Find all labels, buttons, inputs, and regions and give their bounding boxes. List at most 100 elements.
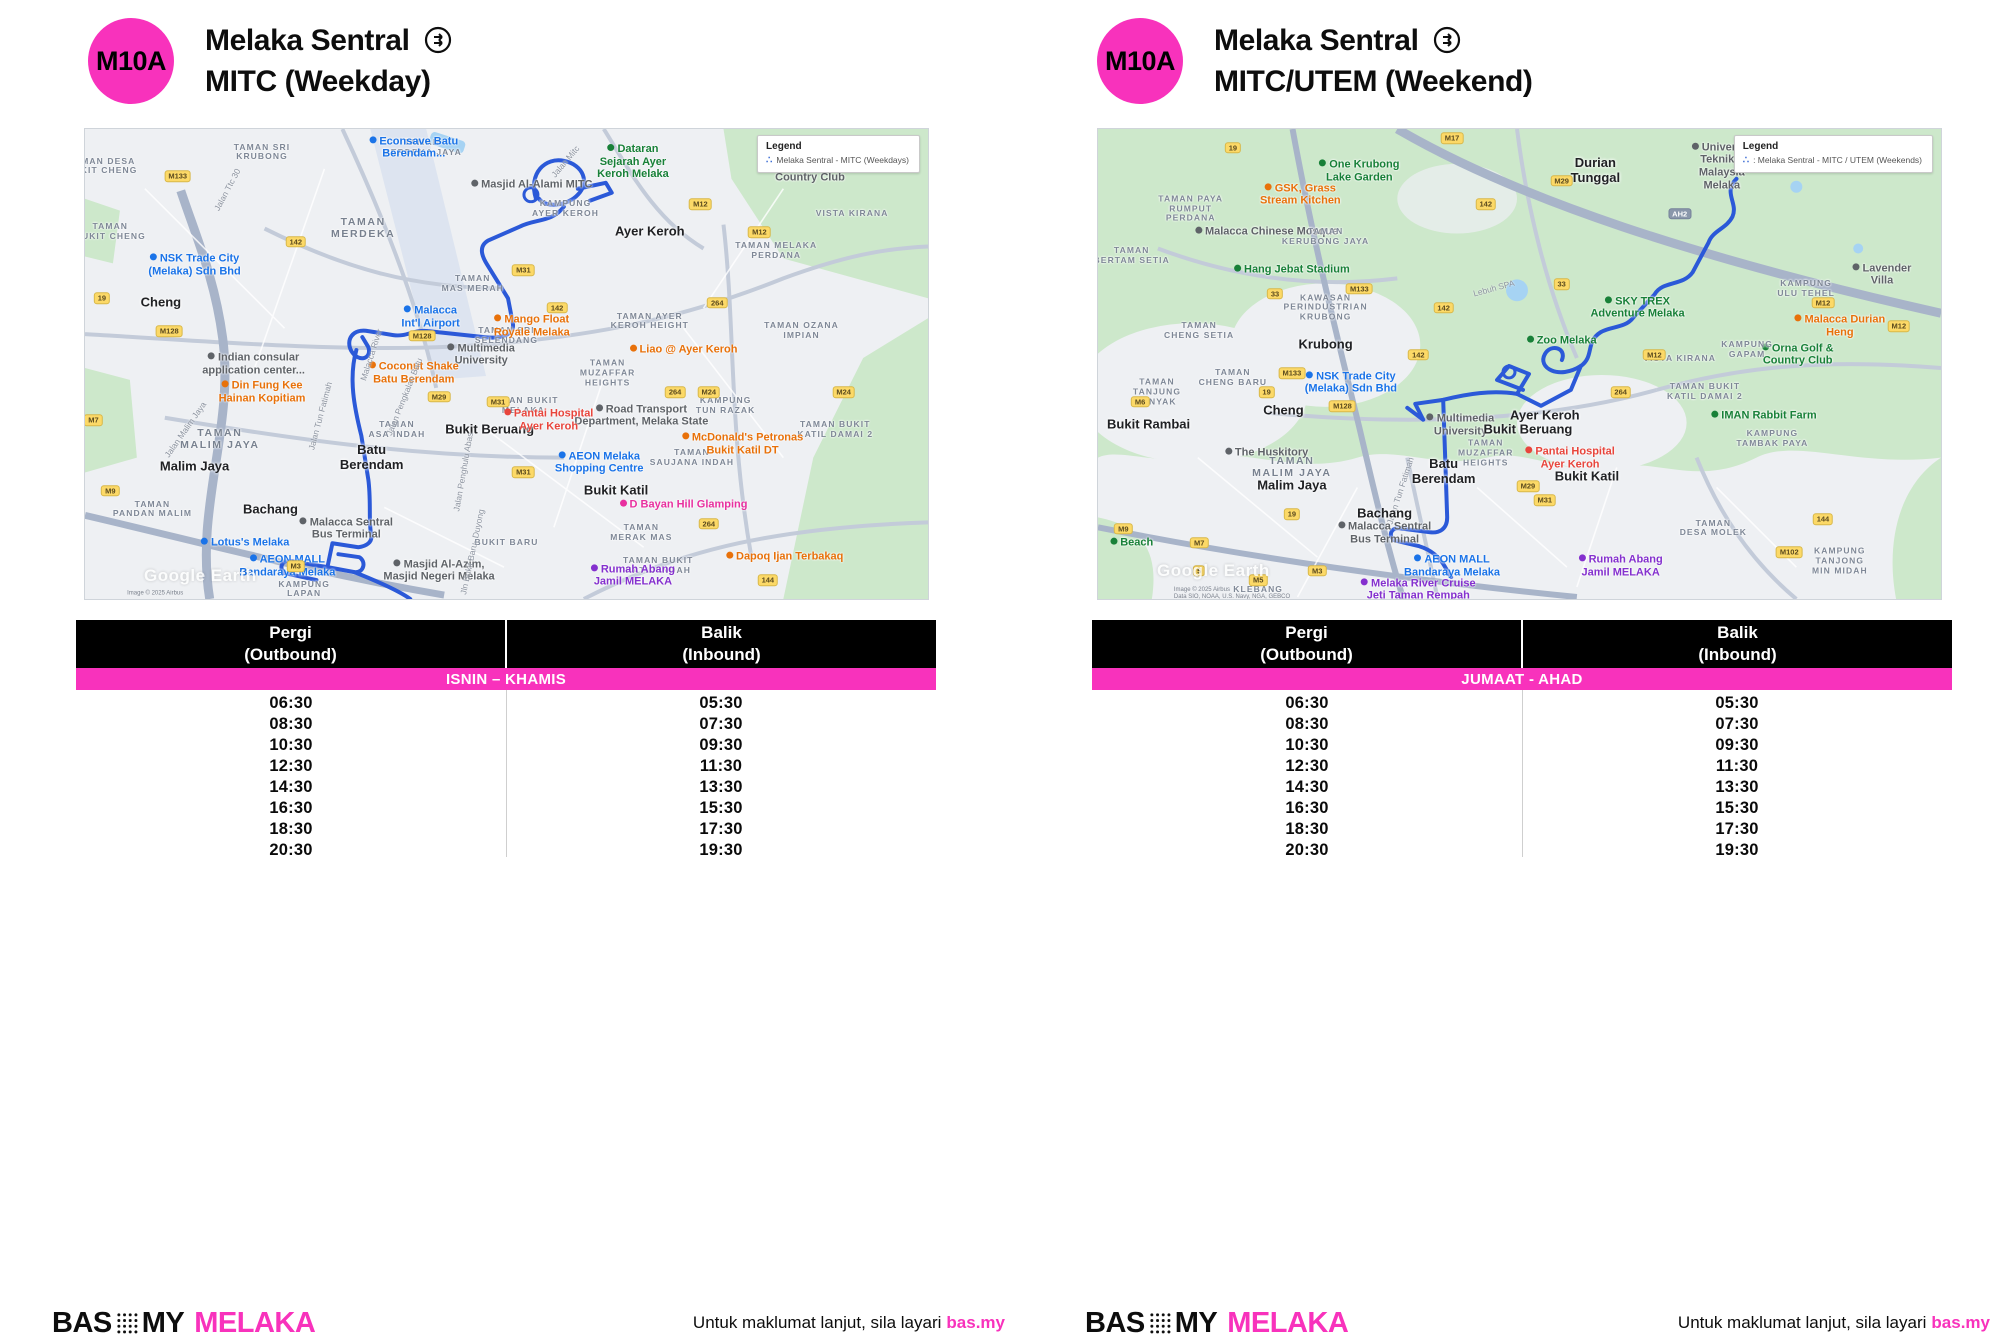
map-label: Bukit Rambai: [1107, 416, 1191, 432]
inbound-time: 13:30: [1715, 778, 1759, 796]
map-label: TAMAN SAUJANA INDAH: [649, 447, 735, 467]
route-title-line2: MITC/UTEM (Weekend): [1214, 65, 1533, 98]
map-label: TAMAN BUKIT CHENG: [85, 221, 146, 242]
inbound-header: Balik (Inbound): [1698, 623, 1777, 664]
map-label: Bachang: [243, 501, 298, 517]
map-label: Jalan Tun Fatimah: [1385, 455, 1417, 526]
map-graphic: [1098, 129, 1941, 599]
inbound-time: 11:30: [699, 757, 743, 775]
map-label: Lotus's Melaka: [201, 536, 289, 549]
map-label: TAMAN MUZAFFAR HEIGHTS: [1457, 437, 1514, 468]
map-label: TAMAN BUKIT KATIL INDAH: [622, 555, 694, 576]
map-label: M29: [1550, 174, 1573, 187]
map-label: TAMAN TANJUNG MINYAK: [1132, 376, 1182, 407]
map-label: TAMAN OZANA IMPIAN: [764, 320, 839, 341]
route-map-weekday[interactable]: TAMAN SRI KRUBONG TAMAN MERDEKA JAYA TAMAN…: [84, 128, 929, 600]
outbound-time: 10:30: [269, 736, 313, 754]
outbound-header: Pergi (Outbound): [1092, 620, 1523, 668]
outbound-time: 18:30: [1285, 820, 1329, 838]
legend-title: Legend: [1742, 141, 1779, 152]
map-label: 19: [1258, 386, 1275, 398]
map-legend: Legend ∴: Melaka Sentral - MITC / UTEM (…: [1733, 135, 1933, 173]
map-label: GSK, Grass Stream Kitchen: [1259, 182, 1341, 207]
basmy-link[interactable]: bas.my: [946, 1313, 1005, 1332]
table-row: 16:30 15:30: [76, 798, 936, 819]
table-row: 12:30 11:30: [76, 756, 936, 777]
map-label: M24: [697, 386, 721, 398]
inbound-time: 11:30: [1715, 757, 1759, 775]
map-label: AEON MALL Bandaraya Melaka: [1404, 553, 1501, 579]
table-row: 06:30 05:30: [1092, 693, 1952, 714]
inbound-time: 15:30: [699, 799, 743, 817]
outbound-time: 14:30: [269, 778, 313, 796]
inbound-time: 09:30: [1715, 736, 1759, 754]
outbound-time: 20:30: [1285, 841, 1329, 859]
map-labels-layer: TAMAN SRI KRUBONG TAMAN MERDEKA JAYA TAMAN…: [85, 129, 928, 599]
map-label: M5: [1248, 574, 1268, 586]
inbound-time: 15:30: [1715, 799, 1759, 817]
map-label: KAMPUNG AYER KEROH: [532, 198, 599, 218]
map-label: Durian Tunggal: [1570, 155, 1621, 186]
map-label: 144: [1812, 513, 1834, 525]
map-label: Batu Berendam: [1411, 456, 1476, 487]
basmy-link[interactable]: bas.my: [1931, 1313, 1990, 1332]
map-label: SKY TREX Adventure Melaka: [1590, 294, 1685, 320]
map-label: Zoo Melaka: [1527, 334, 1597, 347]
map-labels-layer: One Krubong Lake Garden GSK, Grass Stream…: [1098, 129, 1941, 599]
map-label: Rumah Abang Jamil MELAKA: [1579, 553, 1663, 578]
footer-note: Untuk maklumat lanjut, sila layari bas.my: [1678, 1313, 1990, 1333]
map-label: M7: [1189, 536, 1209, 549]
map-label: Mango Float Royale Melaka: [493, 313, 570, 339]
footer-left: BAS MY MELAKA Untuk maklumat lanjut, sila …: [52, 1303, 1005, 1343]
map-label: M31: [512, 466, 535, 478]
map-label: 142: [546, 301, 568, 314]
panel-weekend: M10A Melaka Sentral MITC/UTEM (Weekend): [1092, 0, 1972, 1344]
schedule-table-weekend: Pergi (Outbound) Balik (Inbound) JUMAAT …: [1092, 620, 1952, 861]
map-label: Jalan Tun Fatimah: [306, 380, 335, 451]
inbound-time: 19:30: [699, 841, 743, 859]
map-label: Road Transport Department, Melaka State: [574, 403, 709, 428]
inbound-time: 05:30: [1715, 694, 1759, 712]
map-label: M17: [1440, 132, 1464, 145]
table-row: 14:30 13:30: [76, 777, 936, 798]
map-label: TAMAN ASA INDAH: [368, 419, 426, 439]
table-row: 20:30 19:30: [1092, 840, 1952, 861]
outbound-header: Pergi (Outbound): [76, 620, 507, 668]
map-label: 264: [664, 386, 686, 398]
map-label: Masjid Al-Azim, Masjid Negeri Melaka: [383, 558, 495, 583]
footer-note: Untuk maklumat lanjut, sila layari bas.my: [693, 1313, 1005, 1333]
map-label: TAMAN BUKIT KATIL DAMAI 2: [1667, 381, 1743, 402]
map-label: Econsave Batu Berendam...: [369, 135, 458, 160]
inbound-time: 07:30: [1715, 715, 1759, 733]
outbound-time: 14:30: [1285, 778, 1329, 796]
route-header: M10A Melaka Sentral MITC/UTEM (Weekend): [1092, 14, 1972, 114]
map-label: M31: [512, 264, 535, 276]
map-label: Orna Golf & Country Club: [1762, 341, 1834, 367]
inbound-time: 07:30: [699, 715, 743, 733]
map-label: TAMAN MELAKA PERDANA: [735, 240, 818, 261]
day-banner: JUMAAT - AHAD: [1092, 668, 1952, 690]
map-label: BUKIT BARU: [474, 536, 539, 547]
map-label: Lebuh SPA: [1472, 277, 1516, 299]
route-title-line2: MITC (Weekday): [205, 65, 431, 98]
basmy-logo: BAS MY MELAKA: [52, 1306, 316, 1340]
logo-region-text: MELAKA: [194, 1306, 316, 1339]
map-label: AEON Melaka Shopping Centre: [554, 450, 644, 475]
map-label: 264: [706, 297, 728, 309]
route-badge: M10A: [1097, 18, 1183, 104]
legend-item-label: : Melaka Sentral - MITC / UTEM (Weekends…: [1753, 155, 1922, 165]
dot-grid-icon: [115, 1312, 138, 1334]
map-label: VISTA KIRANA: [815, 207, 889, 218]
map-label: TAMAN MUZAFFAR HEIGHTS: [579, 357, 636, 388]
dot-grid-icon: [1148, 1312, 1171, 1334]
map-label: Liao @ Ayer Keroh: [630, 344, 738, 357]
outbound-time: 08:30: [269, 715, 313, 733]
route-map-weekend[interactable]: One Krubong Lake Garden GSK, Grass Stream…: [1097, 128, 1942, 600]
map-label: M3: [286, 560, 305, 572]
map-legend: Legend ∴ Melaka Sentral - MITC (Weekdays): [757, 135, 920, 173]
map-label: Jln Bukit Baru- Duyong: [457, 508, 486, 596]
map-label: M12: [1811, 297, 1835, 309]
map-label: One Krubong Lake Garden: [1319, 159, 1399, 184]
map-label: TAMAN MERDEKA: [331, 215, 396, 240]
map-label: 33: [1266, 287, 1284, 300]
